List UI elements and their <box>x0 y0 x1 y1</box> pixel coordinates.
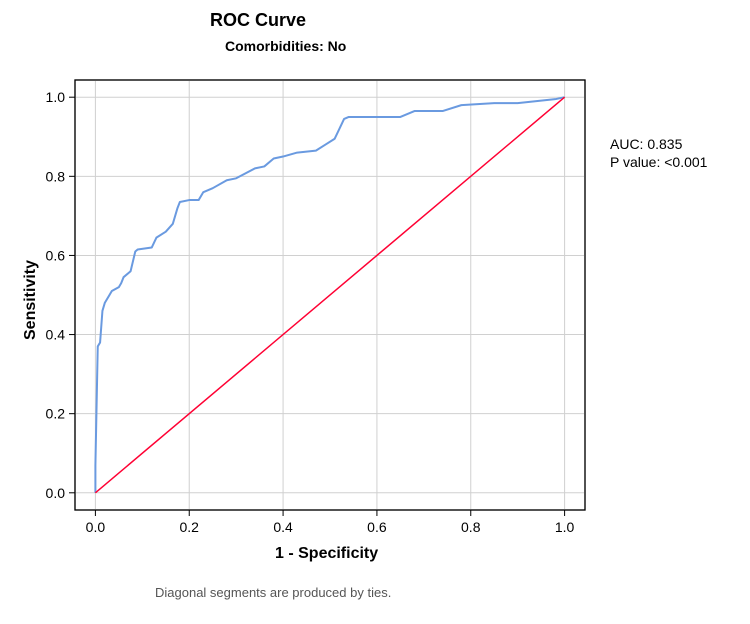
y-tick-label: 0.4 <box>46 327 66 343</box>
roc-chart-container: { "chart": { "type": "line", "title": "R… <box>0 0 750 624</box>
pvalue-value: <0.001 <box>664 154 707 170</box>
x-tick-label: 0.8 <box>461 519 481 535</box>
x-tick-label: 0.6 <box>367 519 387 535</box>
y-tick-label: 0.2 <box>46 406 66 422</box>
y-tick-label: 0.0 <box>46 485 66 501</box>
roc-plot: 0.0 0.2 0.4 0.6 0.8 1.0 0.0 0.2 0.4 0.6 0.8 1.0 <box>0 0 750 624</box>
x-tick-label: 0.4 <box>273 519 293 535</box>
auc-label: AUC: <box>610 136 643 152</box>
y-tick-label: 0.6 <box>46 247 66 263</box>
stats-annotation: AUC: 0.835 P value: <0.001 <box>610 135 707 171</box>
auc-value: 0.835 <box>647 136 682 152</box>
chart-caption: Diagonal segments are produced by ties. <box>155 585 391 600</box>
y-tick-label: 1.0 <box>46 89 66 105</box>
x-tick-label: 1.0 <box>555 519 575 535</box>
y-tick-label: 0.8 <box>46 168 66 184</box>
pvalue-label: P value: <box>610 154 660 170</box>
x-tick-label: 0.2 <box>180 519 200 535</box>
x-tick-label: 0.0 <box>86 519 106 535</box>
